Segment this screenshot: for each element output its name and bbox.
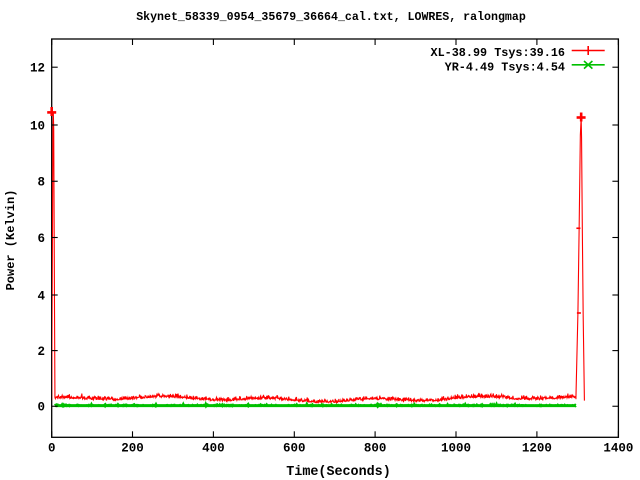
svg-text:YR-4.49 Tsys:4.54: YR-4.49 Tsys:4.54 — [445, 60, 565, 74]
svg-text:800: 800 — [364, 442, 387, 456]
svg-text:1400: 1400 — [603, 442, 633, 456]
svg-text:10: 10 — [30, 119, 45, 133]
svg-text:6: 6 — [37, 232, 45, 246]
svg-text:Power (Kelvin): Power (Kelvin) — [4, 190, 18, 291]
svg-text:4: 4 — [37, 289, 45, 303]
svg-text:XL-38.99 Tsys:39.16: XL-38.99 Tsys:39.16 — [430, 46, 565, 60]
svg-text:Time(Seconds): Time(Seconds) — [286, 465, 390, 480]
svg-text:400: 400 — [202, 442, 225, 456]
svg-text:12: 12 — [30, 62, 45, 76]
svg-text:2: 2 — [37, 345, 45, 359]
svg-text:0: 0 — [37, 401, 45, 415]
svg-text:1200: 1200 — [522, 442, 552, 456]
svg-text:Skynet_58339_0954_35679_36664_: Skynet_58339_0954_35679_36664_cal.txt, L… — [136, 11, 526, 24]
svg-text:1000: 1000 — [441, 442, 471, 456]
svg-text:0: 0 — [48, 442, 56, 456]
svg-text:200: 200 — [121, 442, 144, 456]
svg-text:8: 8 — [37, 176, 45, 190]
svg-text:600: 600 — [283, 442, 306, 456]
